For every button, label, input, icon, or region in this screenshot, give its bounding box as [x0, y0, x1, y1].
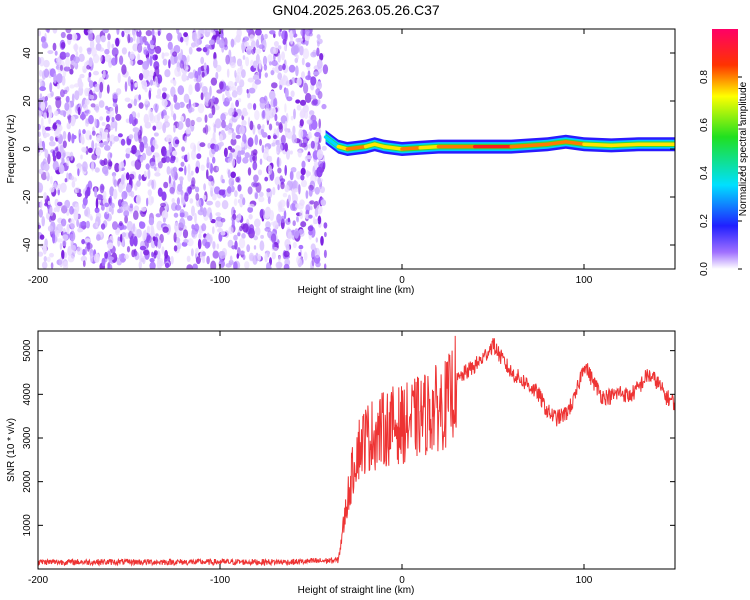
- snr-y-tick-label: 3000: [22, 426, 33, 449]
- colorbar-tick-label: 0.8: [699, 70, 710, 84]
- signal-core-segment: [609, 142, 641, 148]
- signal-core-segment: [545, 140, 568, 146]
- snr-y-axis-label: SNR (10 * v/v): [6, 418, 17, 482]
- spectrogram-x-axis-label: Height of straight line (km): [298, 285, 415, 296]
- signal-core-segment: [582, 142, 614, 148]
- snr-y-tick-label: 5000: [22, 339, 33, 362]
- snr-y-tick-label: 1000: [22, 514, 33, 537]
- colorbar-tick-label: 0.0: [699, 262, 710, 276]
- spectrogram-y-tick-label: 20: [22, 95, 33, 107]
- snr-x-axis-label: Height of straight line (km): [298, 585, 415, 596]
- colorbar-gradient: [712, 29, 738, 269]
- signal-core-segment: [382, 144, 404, 151]
- signal-core-segment: [323, 135, 341, 149]
- signal-core-segment: [400, 146, 422, 151]
- snr-axes: -200 -100 0 100 1000 2000 3000 4000 5000: [22, 331, 675, 586]
- snr-panel: -200 -100 0 100 1000 2000 3000 4000 5000 Height …: [6, 330, 676, 596]
- colorbar-ticks: 0.0 0.2 0.4 0.6 0.8: [699, 70, 742, 276]
- signal-core-segment: [418, 144, 441, 150]
- spectrogram-x-tick-label: 0: [399, 275, 405, 286]
- snr-x-tick-label: -100: [210, 575, 230, 586]
- figure-title: GN04.2025.263.05.26.C37: [272, 2, 440, 18]
- snr-y-tick-label: 4000: [22, 383, 33, 406]
- snr-plot-area: [38, 335, 675, 567]
- colorbar-label: Normalized spectral amplitude: [738, 81, 749, 216]
- spectrogram-y-tick-label: 0: [22, 146, 33, 152]
- spectrogram-y-tick-label: -20: [22, 189, 33, 204]
- colorbar-tick-label: 0.6: [699, 118, 710, 132]
- snr-x-tick-label: -200: [28, 575, 48, 586]
- spectrogram-y-tick-label: 40: [22, 47, 33, 59]
- spectrogram-x-tick-label: -200: [28, 275, 48, 286]
- colorbar-tick-label: 0.4: [699, 166, 710, 180]
- snr-x-tick-label: 100: [576, 575, 593, 586]
- spectrogram-y-axis-label: Frequency (Hz): [6, 115, 17, 184]
- spectrogram-x-tick-label: 100: [576, 275, 593, 286]
- signal-core-segment: [564, 140, 586, 146]
- spectrogram-x-tick-label: -100: [210, 275, 230, 286]
- snr-frame: [37, 330, 676, 570]
- signal-core-segment: [345, 144, 368, 151]
- spectrogram-y-tick-label: -40: [22, 237, 33, 252]
- snr-series-line: [38, 335, 675, 567]
- signal-core-segment: [509, 142, 550, 149]
- colorbar-tick-label: 0.2: [699, 214, 710, 228]
- colorbar: 0.0 0.2 0.4 0.6 0.8 Normalized spectral ampl…: [699, 29, 749, 276]
- snr-y-tick-label: 2000: [22, 470, 33, 493]
- spectrogram-plot-area: [38, 29, 675, 269]
- snr-x-tick-label: 0: [399, 575, 405, 586]
- noise-speckle: [38, 29, 329, 269]
